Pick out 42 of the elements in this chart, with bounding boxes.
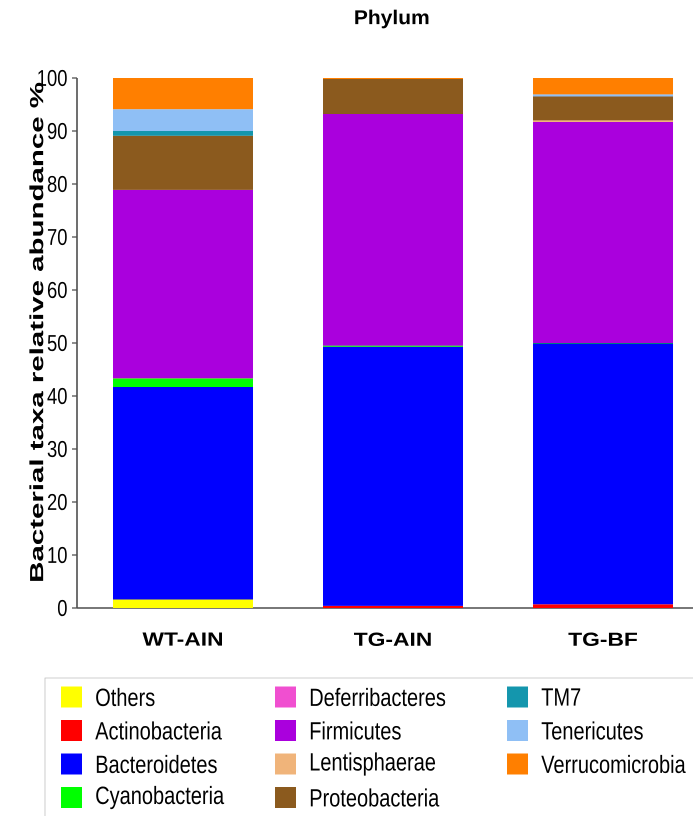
- bar: [533, 122, 674, 343]
- y-tick-label: 20: [48, 494, 67, 510]
- y-tick-label: 60: [48, 282, 67, 298]
- x-tick-label: TG-BF: [568, 632, 638, 646]
- legend-label: Firmicutes: [310, 721, 401, 740]
- bar: [323, 79, 464, 114]
- chart-title: Phylum: [355, 10, 428, 28]
- bar: [533, 344, 674, 604]
- bar: [533, 96, 674, 120]
- bar: [113, 386, 254, 600]
- legend-label: Lentisphaerae: [310, 752, 436, 776]
- bar: [533, 94, 674, 97]
- legend-label: Others: [96, 688, 154, 706]
- y-tick-label: 40: [47, 388, 67, 404]
- bar: [533, 604, 674, 608]
- y-tick-label: 70: [48, 228, 67, 246]
- bar: [113, 378, 254, 387]
- bar: [113, 109, 254, 131]
- legend-label: Cyanobacteria: [96, 786, 224, 810]
- legend-label: Deferribacteres: [310, 688, 446, 706]
- legend-label: Tenericutes: [542, 721, 643, 740]
- y-tick-label: 30: [48, 440, 67, 458]
- x-tick-label: WT-AIN: [142, 632, 222, 646]
- legend-label: Proteobacteria: [310, 788, 440, 807]
- legend-label: Verrucomicrobia: [541, 754, 686, 774]
- bar: [113, 136, 254, 190]
- legend-label: TM7: [542, 688, 580, 706]
- bar: [323, 114, 464, 346]
- bar: [113, 78, 254, 110]
- x-tick-label: TG-AIN: [354, 632, 431, 646]
- bar: [113, 190, 254, 378]
- legend-label: Bacteroidetes: [96, 754, 217, 774]
- y-tick-label: 50: [48, 334, 67, 352]
- y-tick-label: 80: [48, 176, 67, 192]
- y-tick-label: 90: [48, 122, 67, 140]
- bar: [113, 130, 254, 136]
- y-tick-label: 0: [58, 600, 67, 616]
- legend-label: Actinobacteria: [95, 721, 222, 740]
- bar: [533, 78, 674, 94]
- bar: [113, 600, 254, 608]
- bar: [323, 346, 464, 606]
- y-tick-label: 10: [48, 546, 67, 564]
